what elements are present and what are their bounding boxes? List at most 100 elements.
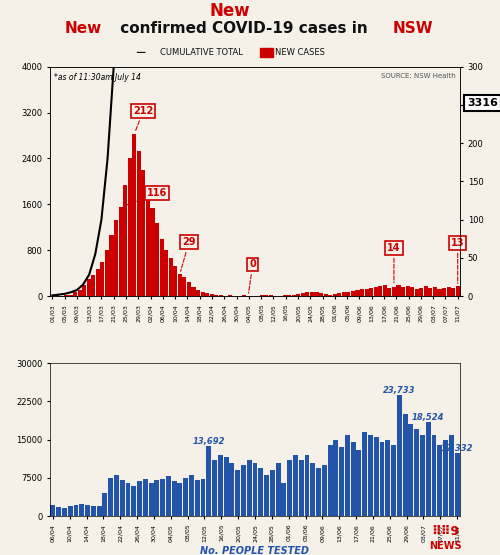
Bar — [438, 445, 442, 516]
Bar — [383, 285, 387, 296]
Bar — [301, 293, 305, 296]
Bar — [247, 460, 252, 516]
Bar — [293, 455, 298, 516]
Text: 13: 13 — [451, 238, 464, 284]
Bar — [388, 287, 392, 296]
Bar — [392, 287, 396, 296]
Text: NEW CASES: NEW CASES — [275, 48, 325, 57]
Bar — [322, 465, 327, 516]
Bar — [419, 287, 424, 296]
Bar — [451, 287, 455, 296]
Bar — [205, 293, 209, 296]
Bar — [50, 506, 56, 516]
Text: 3316: 3316 — [467, 98, 498, 108]
Bar — [100, 262, 104, 296]
Bar — [102, 493, 108, 516]
Bar — [324, 294, 328, 296]
Bar — [282, 483, 286, 516]
Bar — [195, 481, 200, 516]
Bar — [438, 289, 442, 296]
Bar — [241, 465, 246, 516]
Text: SOURCE: NSW Health: SOURCE: NSW Health — [381, 73, 456, 79]
Bar — [64, 295, 68, 296]
Bar — [56, 507, 61, 516]
Bar — [269, 295, 273, 296]
Text: 116: 116 — [123, 188, 167, 206]
Bar — [378, 286, 382, 296]
Bar — [362, 432, 367, 516]
Bar — [96, 506, 102, 516]
Bar — [414, 430, 419, 516]
Bar — [414, 289, 419, 296]
Bar — [258, 468, 263, 516]
Bar — [96, 269, 100, 296]
Bar — [85, 506, 90, 516]
Bar — [310, 291, 314, 296]
Bar — [206, 446, 212, 516]
Bar — [287, 460, 292, 516]
Bar — [406, 286, 409, 296]
Bar — [296, 294, 300, 296]
Bar — [114, 475, 119, 516]
Text: *as of 11:30am July 14: *as of 11:30am July 14 — [54, 73, 141, 83]
Bar — [160, 239, 164, 296]
Text: NEWS: NEWS — [428, 541, 462, 552]
Bar — [166, 476, 171, 516]
Bar — [230, 462, 234, 516]
Bar — [148, 483, 154, 516]
Bar — [339, 447, 344, 516]
Bar — [105, 250, 109, 296]
Text: 212: 212 — [134, 106, 154, 132]
Bar — [62, 508, 67, 516]
Bar — [345, 435, 350, 516]
Bar — [126, 483, 130, 516]
Bar — [178, 274, 182, 296]
Bar — [242, 295, 246, 296]
Bar — [328, 295, 332, 296]
Bar — [183, 478, 188, 516]
Bar — [235, 470, 240, 516]
Bar — [298, 460, 304, 516]
Bar — [137, 481, 142, 516]
Bar — [369, 287, 373, 296]
Bar — [80, 504, 84, 516]
Bar — [276, 462, 280, 516]
Bar — [196, 290, 200, 296]
Bar — [68, 295, 72, 296]
Text: 12,332: 12,332 — [441, 444, 474, 453]
Bar — [228, 295, 232, 296]
Bar — [212, 460, 217, 516]
Bar — [173, 265, 178, 296]
Bar — [137, 151, 141, 296]
Bar — [78, 290, 82, 296]
Bar — [456, 286, 460, 296]
Bar — [110, 235, 114, 296]
Bar — [132, 134, 136, 296]
Bar — [316, 468, 321, 516]
Bar — [454, 453, 460, 516]
Bar — [374, 287, 378, 296]
Bar — [356, 450, 362, 516]
Bar — [386, 440, 390, 516]
Bar — [114, 220, 118, 296]
Bar — [150, 208, 154, 296]
Bar — [123, 185, 127, 296]
Bar — [443, 440, 448, 516]
Text: 23,733: 23,733 — [383, 386, 416, 395]
Bar — [200, 480, 205, 516]
Bar — [396, 285, 400, 296]
Bar — [410, 287, 414, 296]
Bar — [374, 437, 378, 516]
Bar — [142, 170, 146, 296]
Bar — [91, 275, 96, 296]
Text: 14: 14 — [387, 243, 400, 282]
Bar — [356, 290, 360, 296]
Bar — [189, 475, 194, 516]
Bar — [187, 282, 191, 296]
Bar — [342, 292, 346, 296]
Text: confirmed COVID-19 cases in: confirmed COVID-19 cases in — [115, 21, 373, 36]
Bar — [120, 481, 124, 516]
Text: New: New — [65, 21, 102, 36]
Bar — [310, 462, 315, 516]
Bar — [292, 295, 296, 296]
